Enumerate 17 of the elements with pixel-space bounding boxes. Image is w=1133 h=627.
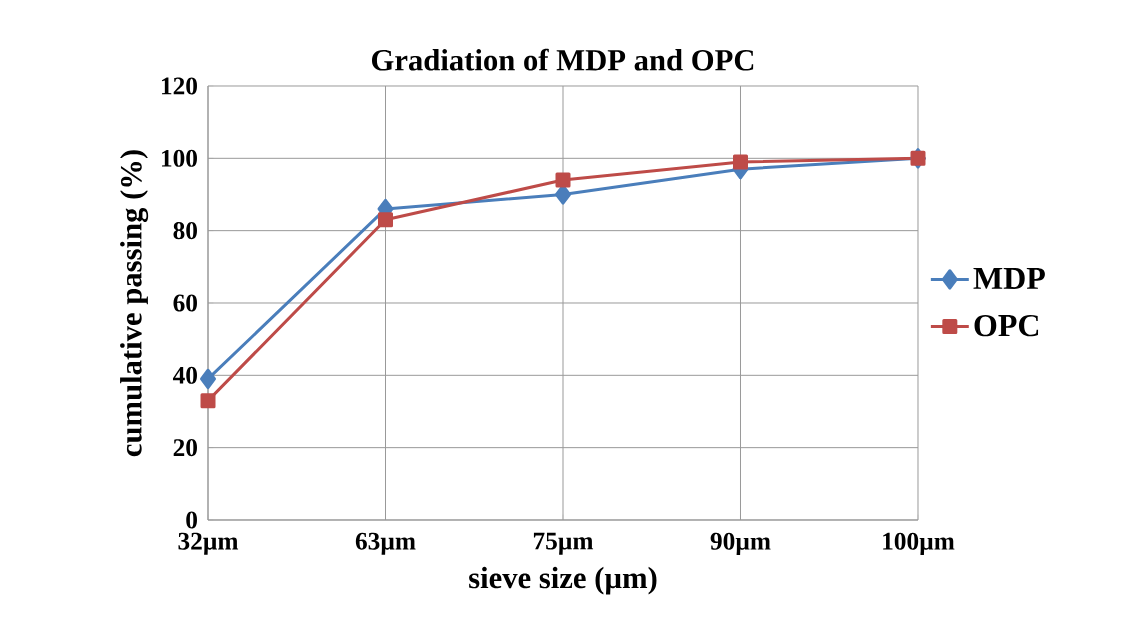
- y-tick-label: 0: [186, 511, 197, 529]
- y-tick-label: 20: [173, 439, 197, 457]
- y-axis-title: cumulative passing (%): [120, 150, 149, 457]
- y-tick-label: 80: [173, 222, 197, 240]
- legend-label: MDP: [973, 267, 1045, 289]
- y-tick-label: 60: [173, 294, 197, 312]
- y-tick-label: 40: [172, 366, 197, 384]
- x-axis-title: sieve size (µm): [469, 566, 657, 595]
- chart-title: Gradiation of MDP and OPC: [371, 48, 754, 71]
- y-tick-label: 120: [161, 77, 197, 95]
- legend-label: OPC: [974, 314, 1039, 337]
- x-tick-label: 100µm: [883, 532, 955, 555]
- x-tick-label: 90µm: [710, 532, 771, 555]
- x-tick-label: 63µm: [355, 532, 416, 555]
- y-tick-label: 100: [161, 149, 197, 167]
- x-tick-label: 75µm: [533, 532, 594, 555]
- x-tick-label: 32µm: [178, 532, 239, 555]
